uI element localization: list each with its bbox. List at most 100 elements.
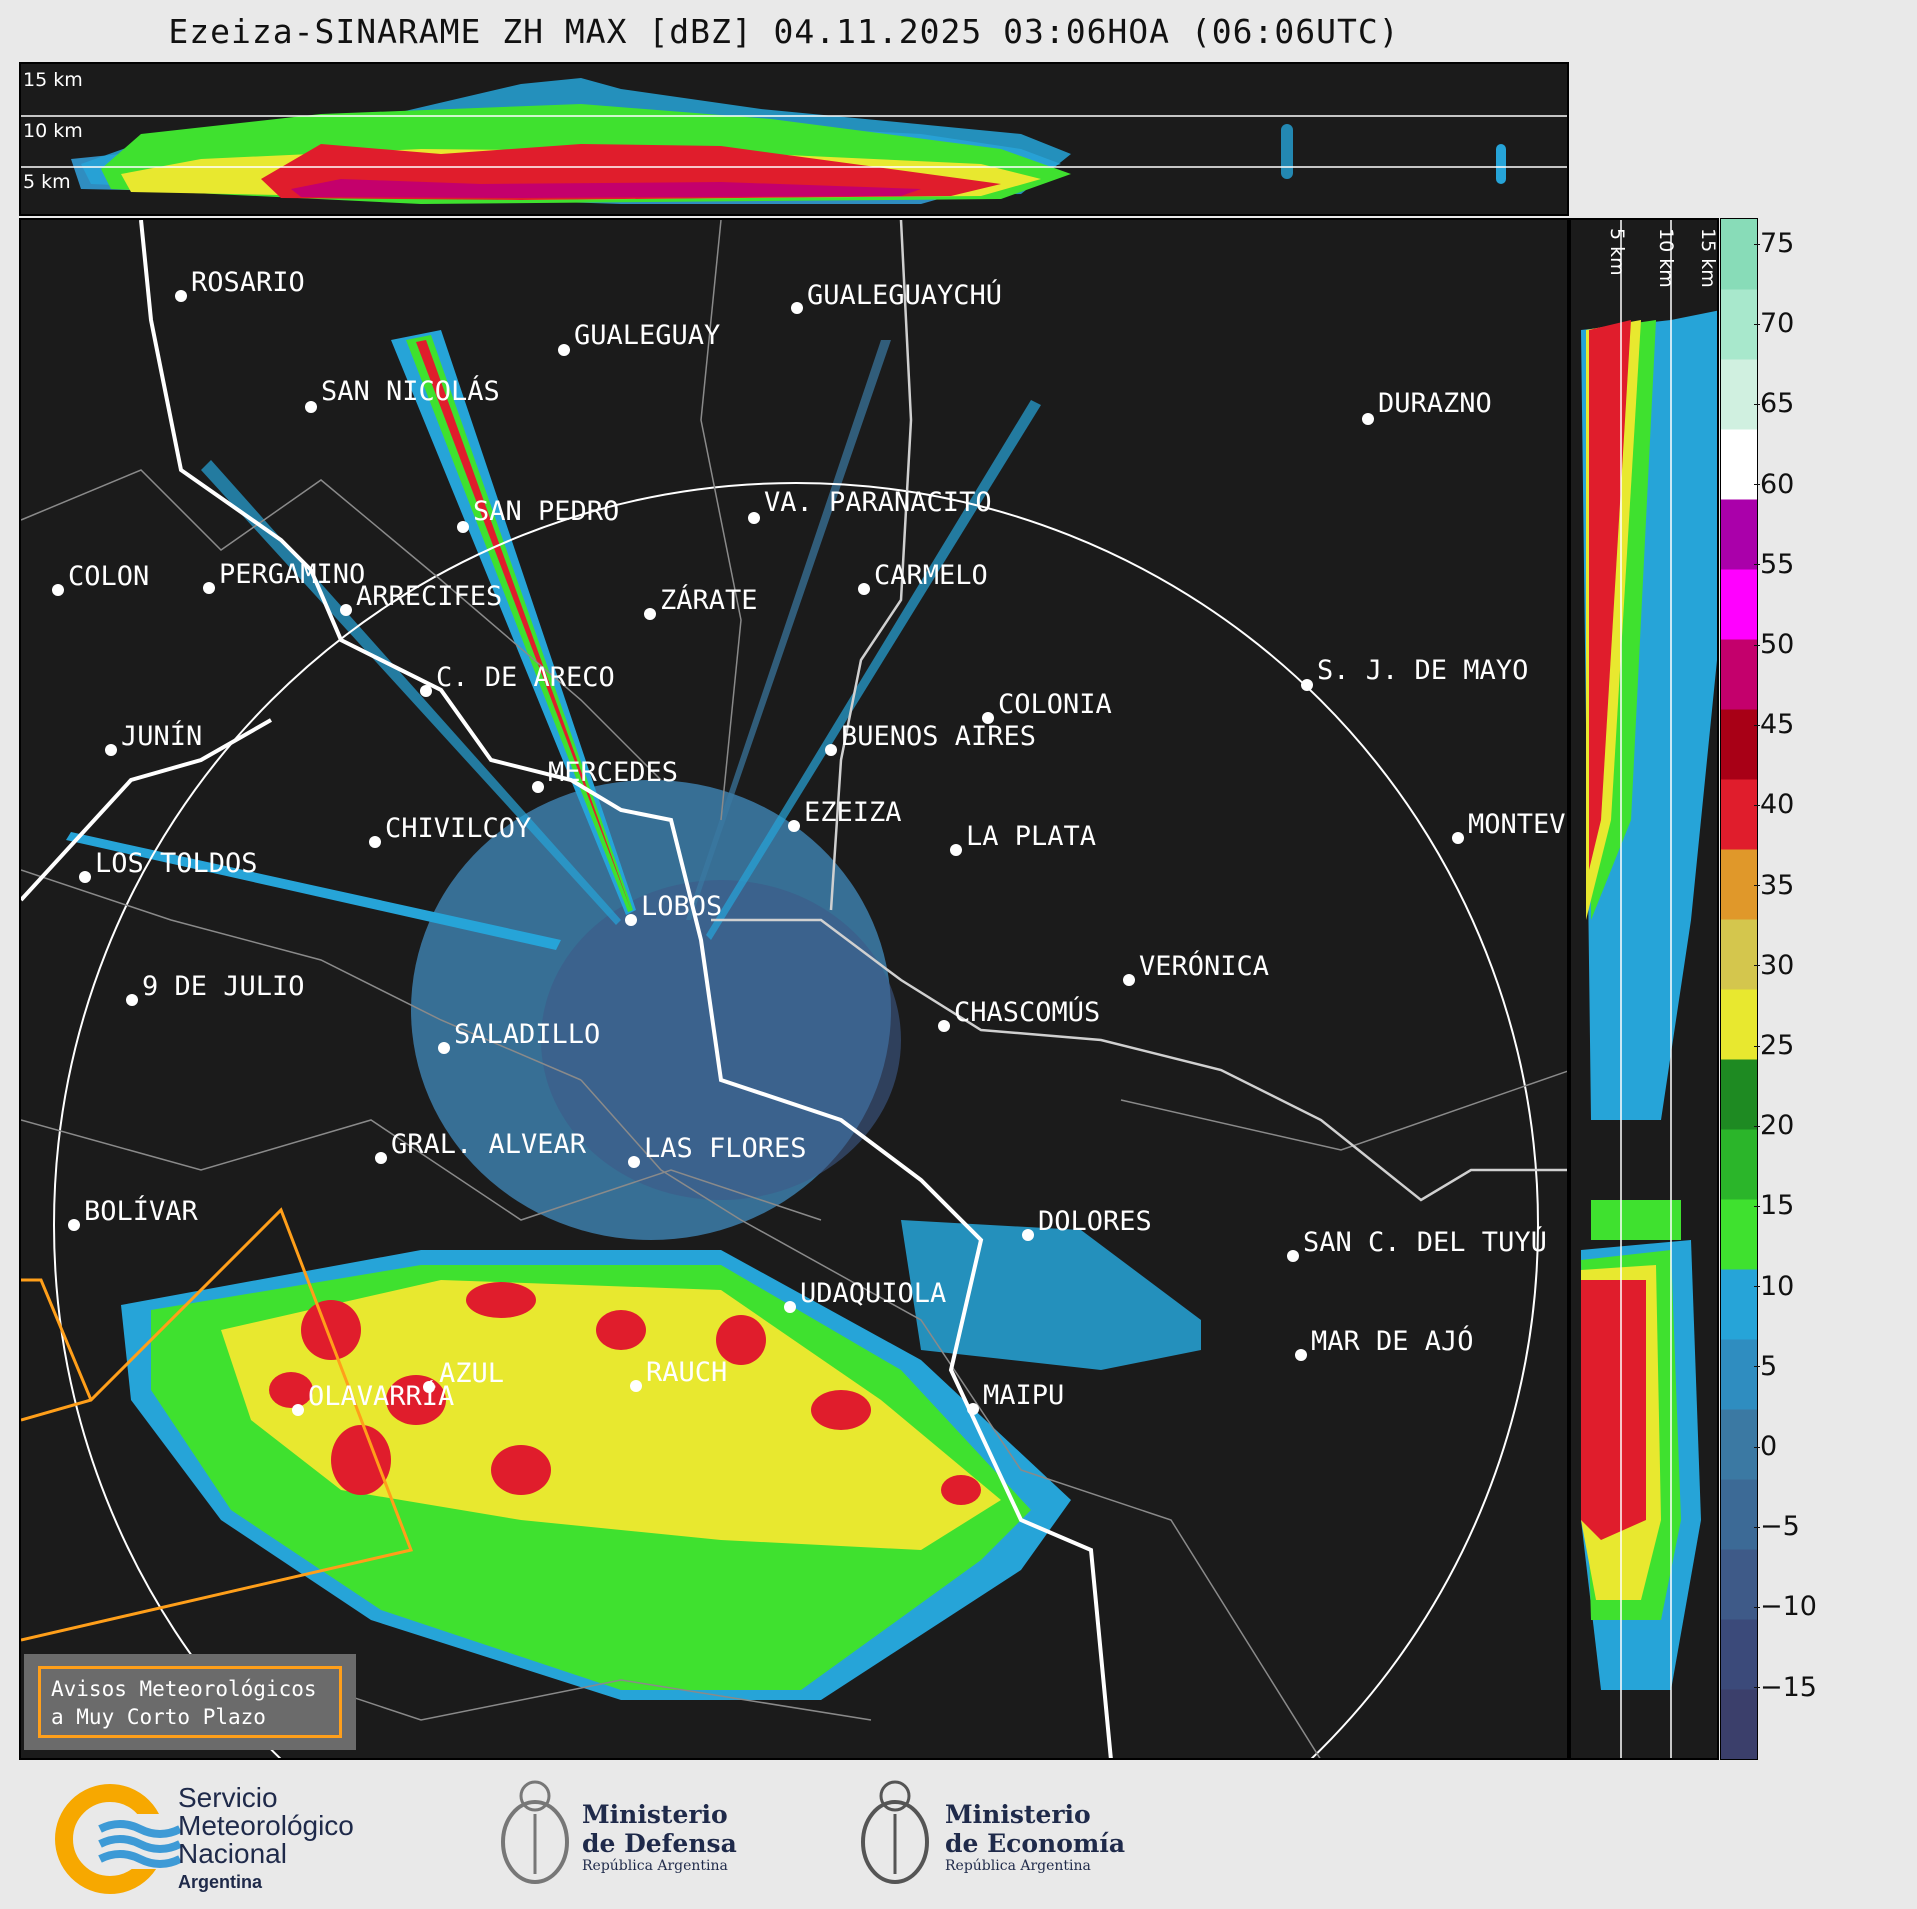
colorbar-tick-label: −10: [1754, 1591, 1817, 1623]
city-dot: [644, 608, 656, 620]
smn-line-4: Argentina: [178, 1872, 263, 1892]
city-label: COLONIA: [998, 689, 1112, 720]
city-dot: [967, 1403, 979, 1415]
city-dot: [982, 712, 994, 724]
city-dot: [628, 1156, 640, 1168]
colorbar-segment: [1721, 919, 1757, 990]
dbz-colorbar: [1720, 218, 1758, 1760]
city-dot: [423, 1381, 435, 1393]
city-dot: [625, 914, 637, 926]
city-dot: [950, 844, 962, 856]
city-label: ROSARIO: [191, 267, 305, 298]
city-label: SAN PEDRO: [473, 496, 620, 527]
city-dot: [340, 604, 352, 616]
economia-line-1: Ministerio: [945, 1800, 1091, 1829]
colorbar-segment: [1721, 359, 1757, 430]
city-label: LOS TOLDOS: [95, 848, 258, 879]
city-dot: [1301, 679, 1313, 691]
city-label: MONTEVIDEO: [1468, 809, 1567, 840]
colorbar-segment: [1721, 569, 1757, 640]
economia-line-3: República Argentina: [945, 1858, 1091, 1874]
city-dot: [784, 1301, 796, 1313]
side-height-label-15km: 15 km: [1697, 228, 1719, 288]
footer-logos: Servicio Meteorológico Nacional Argentin…: [0, 1762, 1917, 1909]
top-height-profile: 15 km 10 km 5 km: [19, 62, 1569, 216]
city-label: GRAL. ALVEAR: [391, 1129, 587, 1160]
city-label: JUNÍN: [121, 721, 203, 752]
city-dot: [203, 582, 215, 594]
smn-logo-icon: [55, 1784, 185, 1894]
colorbar-segment: [1721, 1269, 1757, 1340]
colorbar-tick-label: 40: [1753, 789, 1795, 821]
city-label: VA. PARANACITO: [764, 487, 992, 518]
city-label: COLON: [68, 561, 150, 592]
defensa-line-1: Ministerio: [582, 1800, 728, 1829]
colorbar-segment: [1721, 1129, 1757, 1200]
smn-logo-text: Servicio Meteorológico Nacional Argentin…: [178, 1784, 354, 1896]
colorbar-segment: [1721, 639, 1757, 710]
radar-map: ROSARIO GUALEGUAYCHÚ GUALEGUAY SAN NICOLÁS D…: [19, 218, 1569, 1760]
colorbar-tick-label: −15: [1754, 1671, 1817, 1703]
smn-line-3: Nacional: [178, 1838, 287, 1869]
city-dot: [1452, 832, 1464, 844]
reflectivity-echoes: [66, 330, 1201, 1700]
colorbar-tick-label: −5: [1754, 1511, 1800, 1543]
city-label: CHIVILCOY: [385, 813, 532, 844]
side-height-profile: 5 km 10 km 15 km: [1569, 218, 1719, 1760]
city-dot: [52, 584, 64, 596]
colorbar-segment: [1721, 429, 1757, 500]
city-dot: [532, 781, 544, 793]
colorbar-tick-label: 65: [1753, 388, 1795, 420]
city-dot: [825, 744, 837, 756]
warnings-legend: Avisos Meteorológicos a Muy Corto Plazo: [38, 1666, 342, 1738]
city-dot: [858, 583, 870, 595]
city-label: OLAVARRÍA: [308, 1381, 455, 1412]
colorbar-segment: [1721, 1619, 1757, 1690]
city-dot: [420, 685, 432, 697]
city-dot: [369, 836, 381, 848]
colorbar-segment: [1721, 289, 1757, 360]
colorbar-tick-label: 70: [1753, 308, 1795, 340]
colorbar-tick-label: 0: [1753, 1431, 1778, 1462]
colorbar-segment: [1721, 1339, 1757, 1410]
city-dot: [79, 871, 91, 883]
colorbar-segment: [1721, 709, 1757, 780]
map-title: Ezeiza-SINARAME ZH MAX [dBZ] 04.11.2025 …: [168, 12, 1400, 51]
city-label: DOLORES: [1038, 1206, 1152, 1237]
colorbar-tick-label: 20: [1753, 1110, 1795, 1142]
city-dot: [305, 401, 317, 413]
city-label: C. DE ARECO: [436, 662, 615, 693]
radar-map-svg: [21, 220, 1567, 1758]
colorbar-segment: [1721, 1479, 1757, 1550]
defensa-line-3: República Argentina: [582, 1858, 728, 1874]
city-dot: [375, 1152, 387, 1164]
city-label: LOBOS: [641, 891, 723, 922]
city-label: BUENOS AIRES: [841, 721, 1037, 752]
city-dot: [630, 1380, 642, 1392]
city-label: UDAQUIOLA: [800, 1278, 947, 1309]
height-label-10km: 10 km: [23, 120, 83, 142]
colorbar-segment: [1721, 849, 1757, 920]
colorbar-segment: [1721, 779, 1757, 850]
side-height-label-5km: 5 km: [1606, 228, 1628, 276]
city-dot: [938, 1020, 950, 1032]
colorbar-tick-label: 5: [1753, 1350, 1778, 1382]
city-label: PERGAMINO: [219, 559, 366, 590]
city-label: S. J. DE MAYO: [1317, 655, 1529, 686]
colorbar-tick-label: 45: [1753, 709, 1795, 741]
side-height-label-10km: 10 km: [1655, 228, 1677, 288]
city-label: ARRECIFES: [356, 581, 503, 612]
height-label-15km: 15 km: [23, 69, 83, 91]
economia-logo-text: Ministerio de Economía República Argenti…: [945, 1800, 1125, 1874]
colorbar-segment: [1721, 1409, 1757, 1480]
city-dot: [457, 521, 469, 533]
colorbar-segment: [1721, 989, 1757, 1060]
colorbar-segment: [1721, 499, 1757, 570]
colorbar-tick-label: 10: [1753, 1270, 1795, 1302]
colorbar-tick-label: 55: [1753, 548, 1795, 580]
rivers-and-coast: [21, 220, 1113, 1758]
legend-background: [24, 1654, 356, 1750]
colorbar-scale: [1721, 219, 1757, 1760]
city-label: LAS FLORES: [644, 1133, 807, 1164]
height-label-5km: 5 km: [23, 171, 71, 193]
